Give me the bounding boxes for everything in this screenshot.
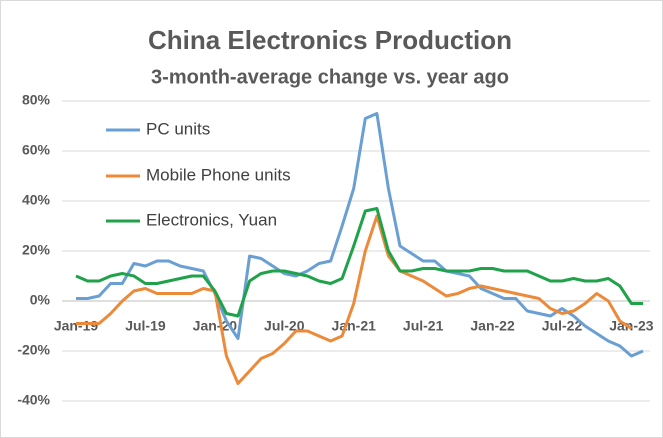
y-tick-label: 40%	[22, 192, 51, 208]
series-line	[76, 112, 644, 358]
chart-title: China Electronics Production	[148, 25, 512, 55]
legend-label: Electronics, Yuan	[146, 210, 277, 229]
y-tick-label: 20%	[22, 242, 51, 258]
x-tick-label: Jul-22	[542, 318, 583, 334]
x-tick-label: Jan-21	[332, 318, 377, 334]
legend-label: PC units	[146, 119, 210, 138]
x-tick-label: Jan-22	[470, 318, 515, 334]
x-tick-label: Jul-19	[125, 318, 166, 334]
x-tick-label: Jan-19	[54, 318, 99, 334]
y-tick-label: 80%	[22, 92, 51, 108]
x-tick-label: Jul-21	[403, 318, 444, 334]
y-tick-label: 60%	[22, 142, 51, 158]
y-tick-label: 0%	[30, 292, 51, 308]
series-line	[76, 214, 633, 385]
legend-label: Mobile Phone units	[146, 165, 291, 184]
x-tick-label: Jan-23	[609, 318, 654, 334]
chart-subtitle: 3-month-average change vs. year ago	[151, 66, 509, 88]
y-tick-label: -40%	[17, 392, 50, 408]
y-tick-label: -20%	[17, 342, 50, 358]
series-line	[75, 207, 643, 318]
x-tick-label: Jul-20	[264, 318, 305, 334]
